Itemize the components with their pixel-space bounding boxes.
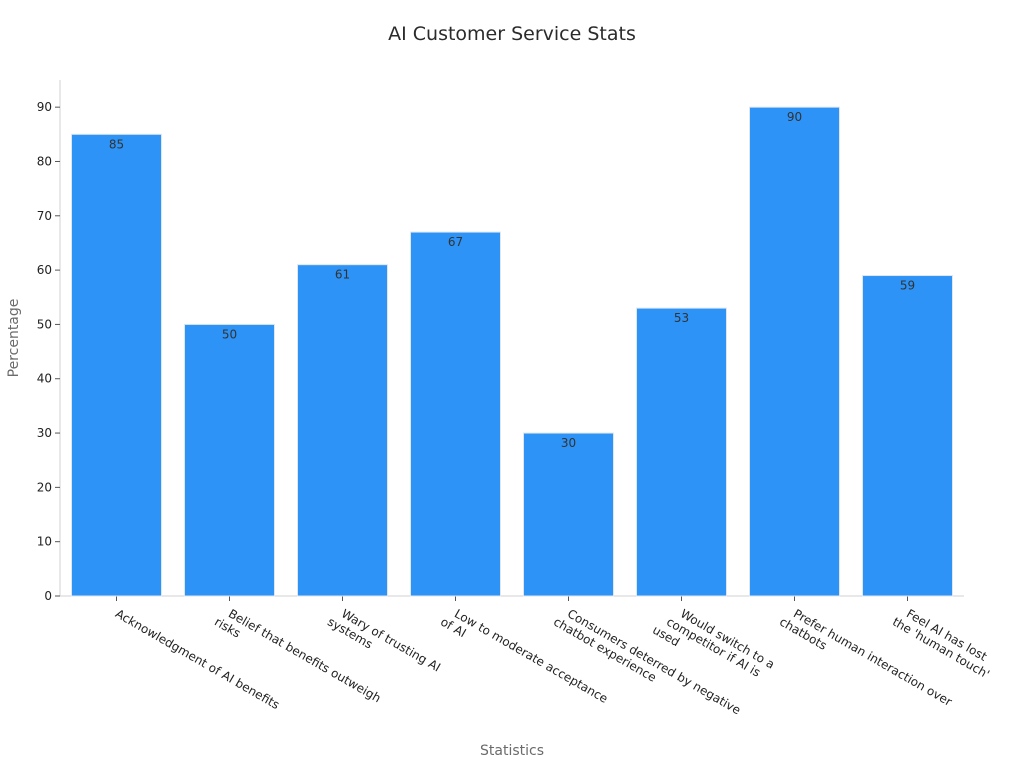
y-tick-label: 0 — [44, 589, 52, 603]
y-tick-label: 30 — [37, 426, 52, 440]
y-tick-label: 80 — [37, 154, 52, 168]
bar[interactable] — [636, 307, 727, 597]
bar[interactable] — [71, 133, 162, 597]
x-tick-label-line: Consumers deterred by negative — [565, 606, 743, 717]
bar-value-label: 61 — [335, 268, 350, 282]
y-tick-label: 60 — [37, 263, 52, 277]
bar-value-label: 30 — [561, 436, 576, 450]
bar[interactable] — [523, 432, 614, 597]
y-tick-label: 50 — [37, 317, 52, 331]
y-tick-label: 70 — [37, 209, 52, 223]
bars-group — [71, 106, 953, 597]
data-labels-group: 85 50 61 67 30 53 90 59 — [109, 110, 915, 450]
chart-title: AI Customer Service Stats — [388, 23, 636, 45]
bar-value-label: 85 — [109, 137, 124, 151]
y-tick-label: 40 — [37, 372, 52, 386]
y-tick-label: 10 — [37, 535, 52, 549]
bar-value-label: 90 — [787, 110, 802, 124]
bar[interactable] — [297, 264, 388, 597]
y-axis-title: Percentage — [6, 299, 22, 378]
x-axis — [60, 595, 964, 601]
bar[interactable] — [862, 275, 953, 597]
bar[interactable] — [410, 231, 501, 597]
bar-value-label: 53 — [674, 311, 689, 325]
bar[interactable] — [749, 106, 840, 597]
bar-value-label: 50 — [222, 327, 237, 341]
y-tick-label: 90 — [37, 100, 52, 114]
bar-value-label: 67 — [448, 235, 463, 249]
bar[interactable] — [184, 323, 275, 597]
bar-value-label: 59 — [900, 279, 915, 293]
y-tick-label: 20 — [37, 480, 52, 494]
x-axis-title: Statistics — [480, 743, 544, 759]
y-axis: 0 10 20 30 40 50 60 70 80 90 — [37, 80, 61, 603]
